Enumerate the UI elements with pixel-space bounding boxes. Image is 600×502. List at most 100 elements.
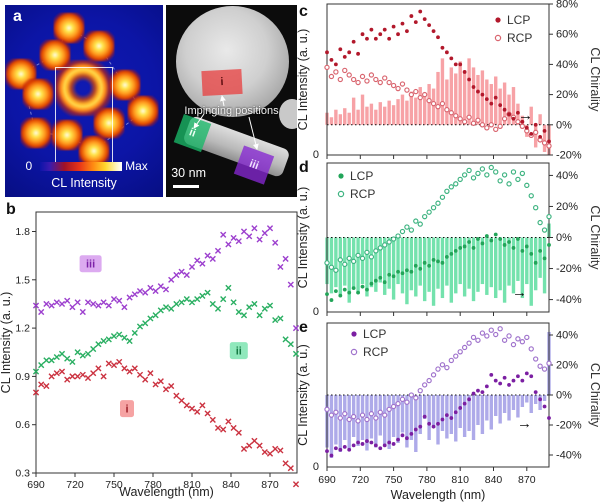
panel-label-c: c [299,3,308,20]
svg-text:40%: 40% [556,170,578,182]
svg-text:-20%: -20% [556,263,582,275]
series-ii [32,284,300,375]
svg-text:-40%: -40% [556,450,582,462]
cl-intensity-map: 0 Max CL Intensity [5,5,163,197]
svg-text:CL Chirality: CL Chirality [588,47,600,112]
panel-label-d: d [299,159,309,176]
svg-text:0%: 0% [556,232,572,244]
svg-text:750: 750 [105,479,123,491]
svg-text:0: 0 [313,149,319,161]
right-arrow-icon: → [512,284,527,301]
cl-hotspot [78,135,110,167]
cl-hotspot [109,69,141,101]
panel-b-chart: 690 720 750 780 810 840 870 0.3 0.6 0.9 1.2 1.5 1.8 W… [0,200,300,502]
svg-text:870: 870 [518,474,536,486]
svg-text:0%: 0% [556,390,572,402]
chirality-bars-c [325,58,551,155]
right-arrow-icon: → [517,415,532,432]
svg-text:0.3: 0.3 [15,468,30,480]
svg-text:840: 840 [222,479,240,491]
svg-text:810: 810 [183,479,201,491]
scalebar [172,184,199,188]
svg-text:1.8: 1.8 [15,226,30,238]
svg-text:690: 690 [27,479,45,491]
sem-image: i ii iii Impinging positions 30 nm [166,5,297,197]
svg-text:20%: 20% [556,360,578,372]
panels-cde-charts: 80% 60% 40% 20% 0% -20% 0 CL Intensity (a. u.) C… [295,0,600,502]
cl-ring-hotspot [55,59,112,116]
colorbar-title: CL Intensity [51,175,117,190]
svg-text:CL Intensity (a. u.): CL Intensity (a. u.) [296,187,310,289]
svg-text:LCP: LCP [350,169,373,183]
annotation-arrows [193,95,259,150]
svg-text:CL Intensity (a. u.): CL Intensity (a. u.) [0,292,13,394]
series-LCP-e [325,371,551,458]
svg-text:CL Intensity (a. u.): CL Intensity (a. u.) [296,29,310,131]
svg-text:-40%: -40% [556,294,582,306]
scalebar-label: 30 nm [171,166,206,181]
cl-hotspot [83,30,115,62]
colorbar-min-label: 0 [25,158,33,173]
svg-text:840: 840 [485,474,503,486]
svg-text:ii: ii [236,345,242,357]
series-LCP-c [325,9,551,144]
svg-text:LCP: LCP [363,327,386,341]
svg-text:CL Intensity (a. u.): CL Intensity (a. u.) [296,344,310,446]
colorbar-gradient [39,161,122,171]
chirality-charts: 80% 60% 40% 20% 0% -20% 0 CL Intensity (a. u.) C… [296,0,600,502]
background-particle [278,99,297,130]
series-RCP-c [324,64,552,149]
svg-text:870: 870 [261,479,279,491]
svg-text:780: 780 [144,479,162,491]
svg-text:1.2: 1.2 [15,323,30,335]
svg-text:20%: 20% [556,201,578,213]
svg-text:RCP: RCP [507,31,532,45]
svg-text:40%: 40% [556,330,578,342]
svg-text:-20%: -20% [556,150,582,162]
series-i [32,358,300,488]
series-iii [32,225,300,332]
series-RCP-e [324,326,552,424]
impinging-positions-label: Impinging positions [184,104,279,117]
svg-text:iii: iii [86,259,95,271]
svg-text:40%: 40% [556,59,578,71]
right-arrow-icon: → [518,107,533,124]
cl-hotspot [53,12,85,44]
svg-text:Wavelength (nm): Wavelength (nm) [119,485,214,499]
svg-text:750: 750 [385,474,403,486]
panel-label-e: e [299,319,308,336]
colorbar-max-label: Max [125,158,148,173]
svg-text:RCP: RCP [363,345,388,359]
cl-hotspot [127,95,159,127]
svg-text:CL Chirality: CL Chirality [588,363,600,428]
cl-spectra-chart: 690 720 750 780 810 840 870 0.3 0.6 0.9 1.2 1.5 1.8 W… [0,211,300,499]
panel-label-b: b [6,201,16,218]
series-LCP-d [325,232,551,302]
svg-text:1.5: 1.5 [15,274,30,286]
svg-text:0.9: 0.9 [15,371,30,383]
svg-text:0.6: 0.6 [15,419,30,431]
colorbar: 0 Max [5,158,163,173]
series-label-chip [79,255,102,273]
svg-text:720: 720 [66,479,84,491]
svg-text:0: 0 [313,461,319,473]
svg-text:20%: 20% [556,89,578,101]
series-label-chip [120,400,134,418]
cl-hotspot [20,117,52,149]
svg-text:i: i [125,403,128,415]
svg-text:0: 0 [313,306,319,318]
svg-text:60%: 60% [556,29,578,41]
cl-hotspot [51,119,83,151]
svg-text:0%: 0% [556,119,572,131]
unit-cell-outline [54,67,113,166]
svg-text:810: 810 [451,474,469,486]
svg-text:Wavelength (nm): Wavelength (nm) [391,488,486,502]
svg-text:80%: 80% [556,0,578,11]
nanosphere [176,5,290,118]
svg-text:690: 690 [318,474,336,486]
svg-text:780: 780 [418,474,436,486]
svg-text:720: 720 [352,474,370,486]
svg-text:CL Chirality: CL Chirality [588,205,600,270]
cl-hotspot [22,78,54,110]
